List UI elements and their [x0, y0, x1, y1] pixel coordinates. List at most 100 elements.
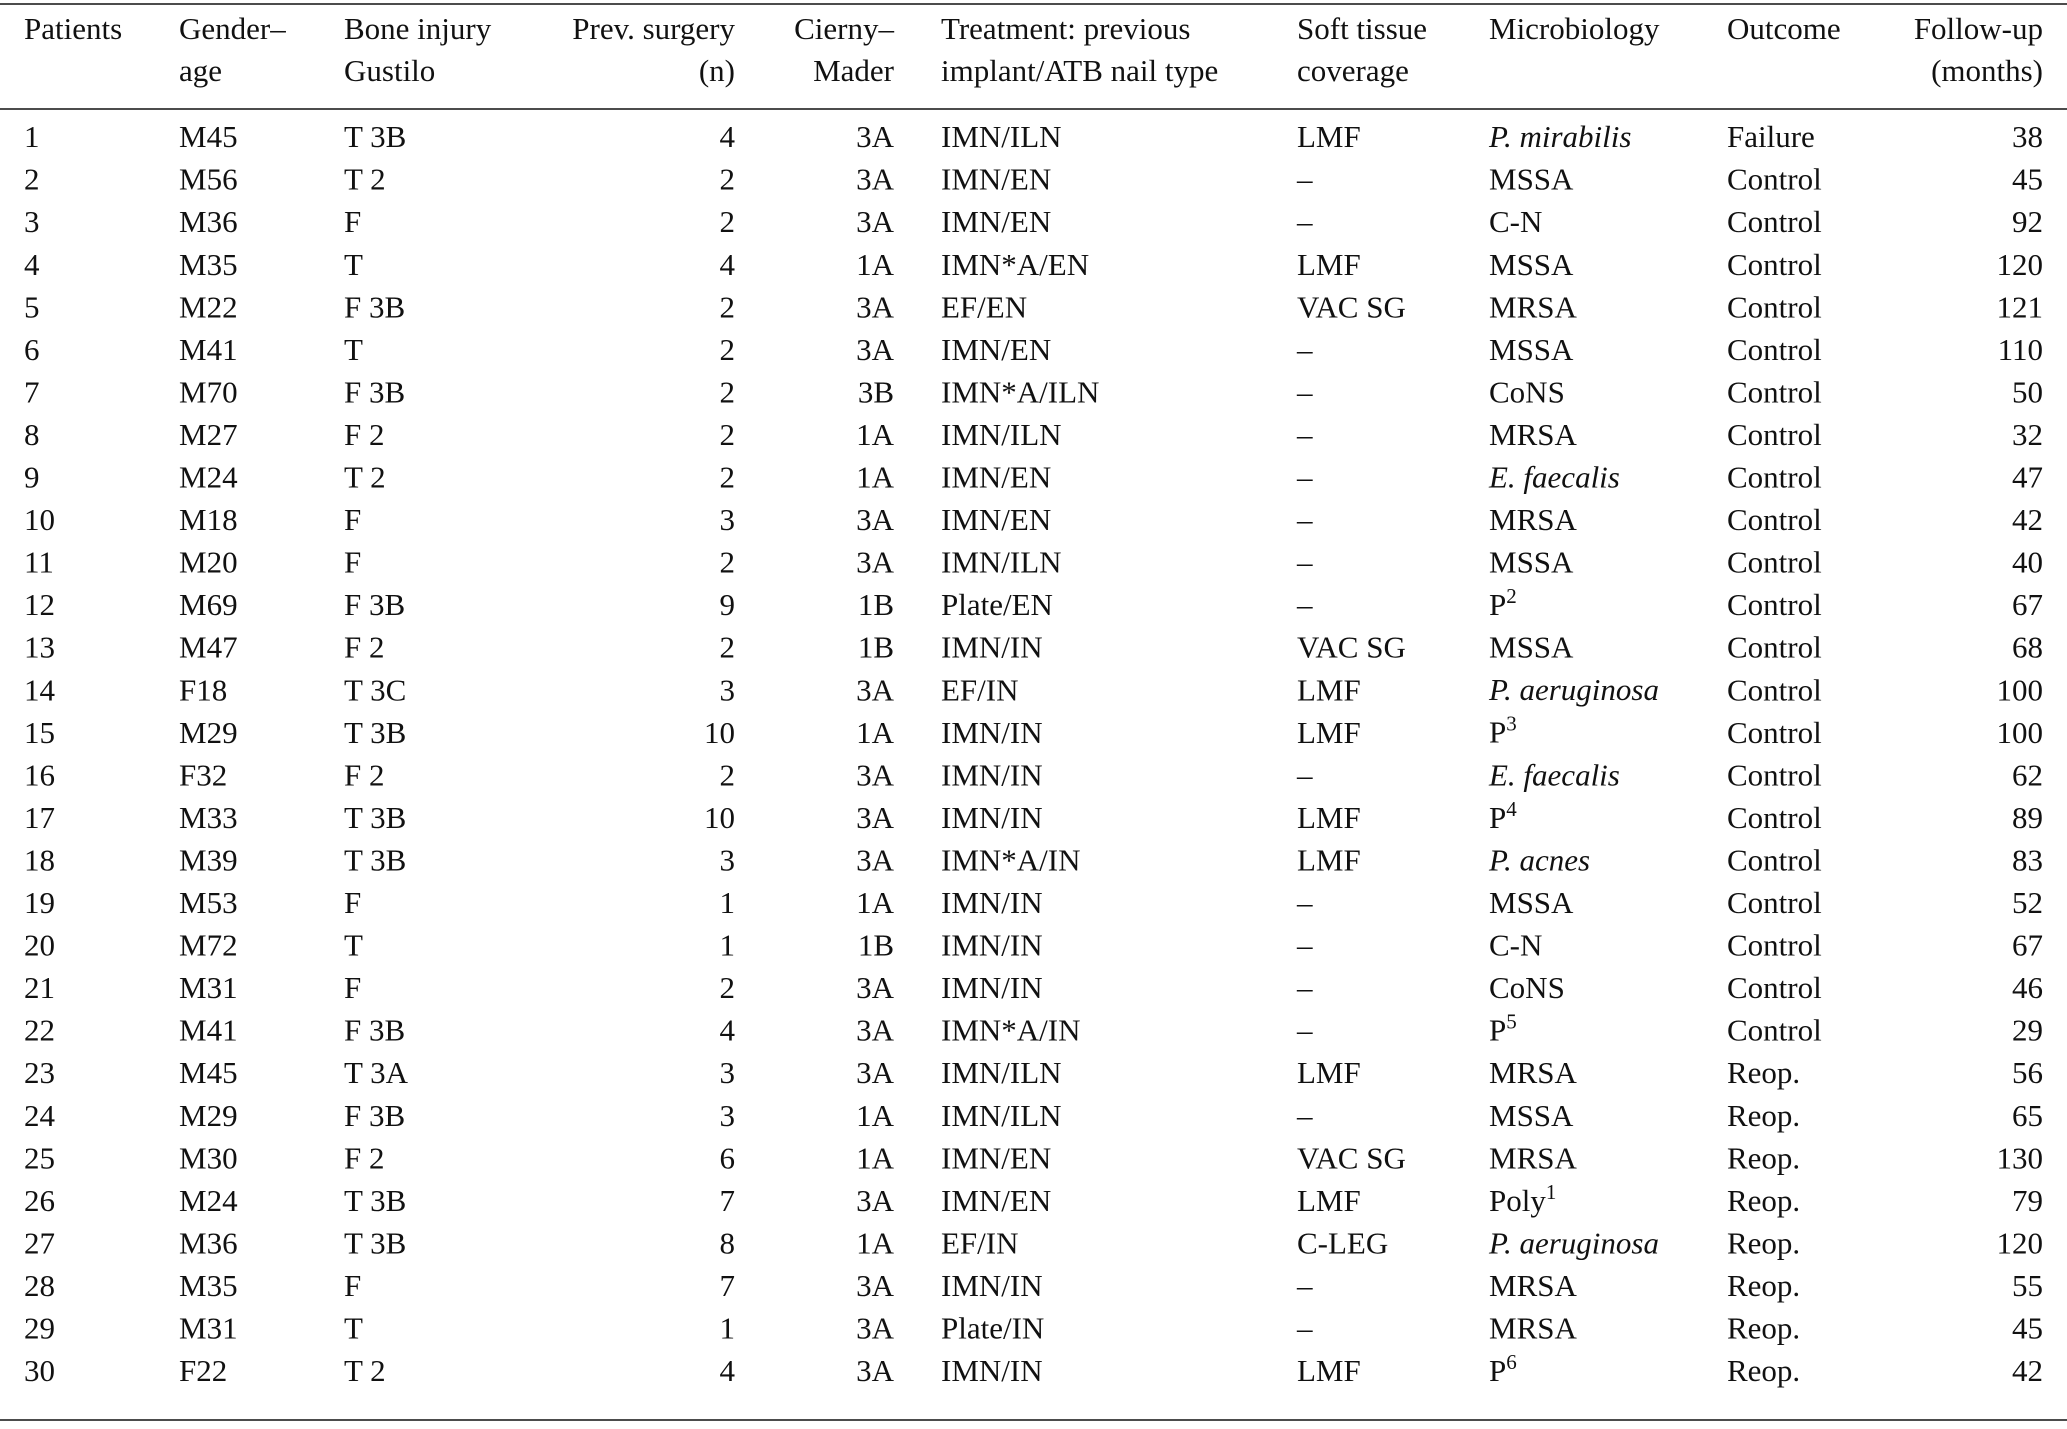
- table-cell: 3A: [856, 1353, 895, 1388]
- table-cell: 100: [1997, 715, 2044, 750]
- table-cell: Reop.: [1727, 1055, 1800, 1090]
- table-cell: IMN*A/IN: [941, 1013, 1081, 1048]
- table-cell: 67: [2012, 587, 2043, 622]
- table-cell: 4: [720, 1013, 736, 1048]
- cell-superscript: 2: [1506, 584, 1517, 608]
- table-cell: Control: [1727, 800, 1822, 835]
- table-cell: 3A: [856, 1311, 895, 1346]
- table-cell: 1A: [856, 1140, 895, 1175]
- table-cell: T 2: [344, 162, 386, 197]
- table-cell: MSSA: [1489, 247, 1574, 282]
- header-cell: Treatment: previous: [941, 11, 1190, 46]
- cell-superscript: 5: [1506, 1009, 1517, 1033]
- cell-text: E. faecalis: [1488, 460, 1620, 495]
- table-cell: 2: [720, 417, 736, 452]
- table-cell: M20: [179, 545, 238, 580]
- table-cell: 7: [24, 374, 40, 409]
- table-cell: CoNS: [1489, 970, 1565, 1005]
- table-cell: M29: [179, 1098, 238, 1133]
- header-cell: Mader: [813, 53, 895, 88]
- table-cell: Reop.: [1727, 1353, 1800, 1388]
- table-cell: MSSA: [1489, 885, 1574, 920]
- table-cell: IMN*A/ILN: [941, 374, 1099, 409]
- table-cell: F 3B: [344, 1013, 405, 1048]
- table-cell: 2: [720, 289, 736, 324]
- table-cell: M41: [179, 332, 238, 367]
- table-cell: P2: [1489, 584, 1517, 622]
- table-cell: 55: [2012, 1268, 2043, 1303]
- table-cell: 92: [2012, 204, 2043, 239]
- table-cell: F: [344, 1268, 361, 1303]
- table-cell: Control: [1727, 928, 1822, 963]
- table-cell: MRSA: [1489, 1311, 1577, 1346]
- table-cell: P. acnes: [1488, 842, 1590, 877]
- table-cell: 2: [720, 374, 736, 409]
- table-cell: 110: [1998, 332, 2043, 367]
- header-cell: Prev. surgery: [572, 11, 735, 46]
- table-cell: T 3B: [344, 842, 406, 877]
- table-cell: T 3B: [344, 119, 406, 154]
- table-cell: M53: [179, 885, 238, 920]
- table-cell: 19: [24, 885, 55, 920]
- header-cell: Bone injury: [344, 11, 492, 46]
- table-cell: IMN/EN: [941, 502, 1051, 537]
- table-cell: 1: [720, 1311, 736, 1346]
- cell-text: P: [1489, 715, 1506, 750]
- cell-text: Poly: [1489, 1183, 1546, 1218]
- cell-text: P: [1489, 1013, 1506, 1048]
- cell-text: P. aeruginosa: [1488, 1225, 1659, 1260]
- table-cell: T 3C: [344, 672, 406, 707]
- table-cell: F 2: [344, 630, 385, 665]
- table-cell: M69: [179, 587, 238, 622]
- table-cell: 100: [1997, 672, 2044, 707]
- table-cell: 11: [24, 545, 54, 580]
- table-cell: 3: [720, 842, 736, 877]
- table-cell: 130: [1997, 1140, 2044, 1175]
- table-cell: M30: [179, 1140, 238, 1175]
- table-cell: T 2: [344, 460, 386, 495]
- table-cell: LMF: [1297, 800, 1361, 835]
- table-cell: M22: [179, 289, 238, 324]
- table-cell: 56: [2012, 1055, 2043, 1090]
- table-cell: IMN/IN: [941, 1353, 1043, 1388]
- table-cell: M18: [179, 502, 238, 537]
- table-cell: 50: [2012, 374, 2043, 409]
- table-cell: F22: [179, 1353, 227, 1388]
- table-cell: LMF: [1297, 247, 1361, 282]
- cell-superscript: 4: [1506, 797, 1517, 821]
- table-cell: –: [1296, 545, 1313, 580]
- table-cell: C-N: [1489, 204, 1542, 239]
- table-cell: 2: [720, 970, 736, 1005]
- table-cell: MRSA: [1489, 1055, 1577, 1090]
- table-cell: T 3B: [344, 1183, 406, 1218]
- table-cell: F: [344, 204, 361, 239]
- table-cell: –: [1296, 460, 1313, 495]
- table-cell: –: [1296, 502, 1313, 537]
- table-cell: IMN/EN: [941, 162, 1051, 197]
- table-cell: F 2: [344, 417, 385, 452]
- table-cell: IMN/EN: [941, 460, 1051, 495]
- cell-text: P: [1489, 800, 1506, 835]
- table-cell: 3B: [858, 374, 894, 409]
- table-cell: E. faecalis: [1488, 460, 1620, 495]
- table-cell: Control: [1727, 332, 1822, 367]
- table-cell: 89: [2012, 800, 2043, 835]
- table-cell: 2: [720, 162, 736, 197]
- cell-text: P: [1489, 1353, 1506, 1388]
- table-cell: 3A: [856, 800, 895, 835]
- table-cell: M27: [179, 417, 238, 452]
- header-cell: Microbiology: [1489, 11, 1660, 46]
- table-cell: MSSA: [1489, 1098, 1574, 1133]
- table-cell: LMF: [1297, 1183, 1361, 1218]
- table-cell: 3A: [856, 332, 895, 367]
- table-cell: M24: [179, 460, 238, 495]
- table-cell: M39: [179, 842, 238, 877]
- table-cell: 7: [720, 1268, 736, 1303]
- cell-superscript: 3: [1506, 712, 1517, 736]
- table-cell: 27: [24, 1225, 55, 1260]
- cell-text: P. acnes: [1488, 842, 1590, 877]
- table-cell: 7: [720, 1183, 736, 1218]
- header-cell: age: [179, 53, 222, 88]
- table-cell: F 3B: [344, 289, 405, 324]
- cell-text: P. aeruginosa: [1488, 672, 1659, 707]
